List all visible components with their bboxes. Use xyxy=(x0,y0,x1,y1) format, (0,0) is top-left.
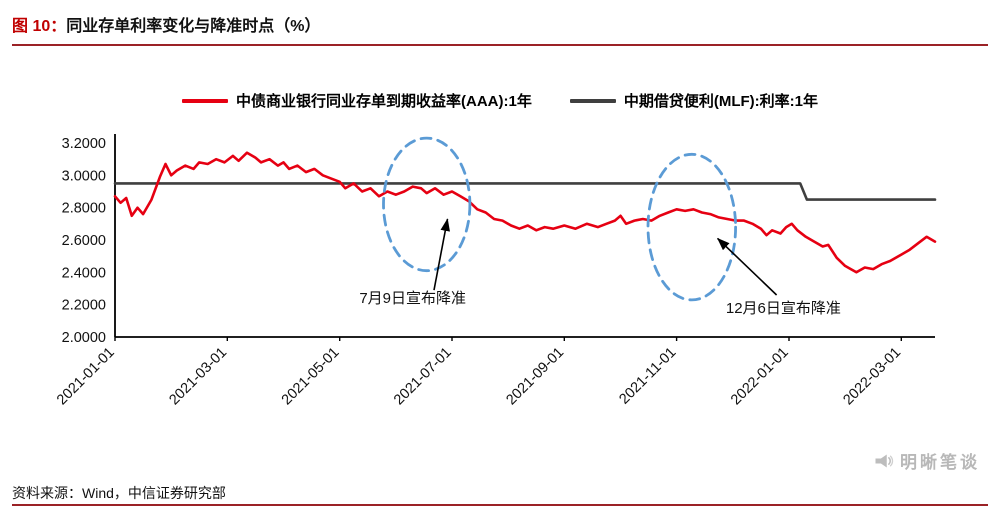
legend-label-ncd-yield: 中债商业银行同业存单到期收益率(AAA):1年 xyxy=(236,93,532,110)
annotation-label: 7月9日宣布降准 xyxy=(359,290,466,307)
highlight-ellipse xyxy=(646,152,737,302)
figure-label: 图 10： xyxy=(12,18,67,35)
x-tick-label: 2021-07-01 xyxy=(391,345,455,409)
x-tick-label: 2021-05-01 xyxy=(279,345,343,409)
x-tick-label: 2021-09-01 xyxy=(503,345,567,409)
highlight-ellipse xyxy=(382,136,472,273)
line-chart: 2.0000 2.2000 2.4000 2.6000 2.8000 3.0000 3.20… xyxy=(54,134,937,409)
source-note: 资料来源：Wind，中信证券研究部 xyxy=(12,485,226,501)
annotation-label: 12月6日宣布降准 xyxy=(726,300,841,317)
y-tick-label: 2.2000 xyxy=(62,298,106,314)
legend-item-mlf-rate: 中期借贷便利(MLF):利率:1年 xyxy=(569,90,818,111)
x-tick-label: 2022-03-01 xyxy=(840,345,904,409)
x-tick-label: 2021-11-01 xyxy=(616,345,679,408)
ncd-line-swatch xyxy=(182,98,228,103)
figure-header: 图 10：同业存单利率变化与降准时点（%） xyxy=(12,12,320,36)
legend-label-mlf-rate: 中期借贷便利(MLF):利率:1年 xyxy=(623,93,818,110)
series-line-0 xyxy=(113,151,937,274)
bottom-divider xyxy=(12,504,988,506)
chart-area: 2.0000 2.2000 2.4000 2.6000 2.8000 3.0000 3.20… xyxy=(0,115,1000,440)
legend-item-ncd-yield: 中债商业银行同业存单到期收益率(AAA):1年 xyxy=(182,90,532,111)
page-title: 同业存单利率变化与降准时点（%） xyxy=(66,18,321,35)
chart-legend: 中债商业银行同业存单到期收益率(AAA):1年 中期借贷便利(MLF):利率:1… xyxy=(0,90,1000,111)
watermark: 明晰笔谈 xyxy=(872,448,980,473)
y-tick-label: 2.8000 xyxy=(62,201,106,217)
x-tick-label: 2021-01-01 xyxy=(54,345,118,409)
megaphone-icon xyxy=(875,454,894,467)
y-tick-label: 2.0000 xyxy=(62,330,106,346)
x-tick-label: 2022-01-01 xyxy=(728,345,792,409)
annotation-arrow xyxy=(717,237,778,296)
watermark-text: 明晰笔谈 xyxy=(900,453,980,472)
y-tick-label: 3.2000 xyxy=(62,136,106,152)
series-line-1 xyxy=(113,182,937,201)
top-divider xyxy=(12,44,988,46)
y-tick-label: 2.6000 xyxy=(62,233,106,249)
y-tick-label: 2.4000 xyxy=(62,265,106,281)
mlf-line-swatch xyxy=(569,98,616,103)
y-tick-label: 3.0000 xyxy=(62,168,106,184)
annotation-arrow xyxy=(433,218,450,291)
x-tick-label: 2021-03-01 xyxy=(166,345,230,409)
